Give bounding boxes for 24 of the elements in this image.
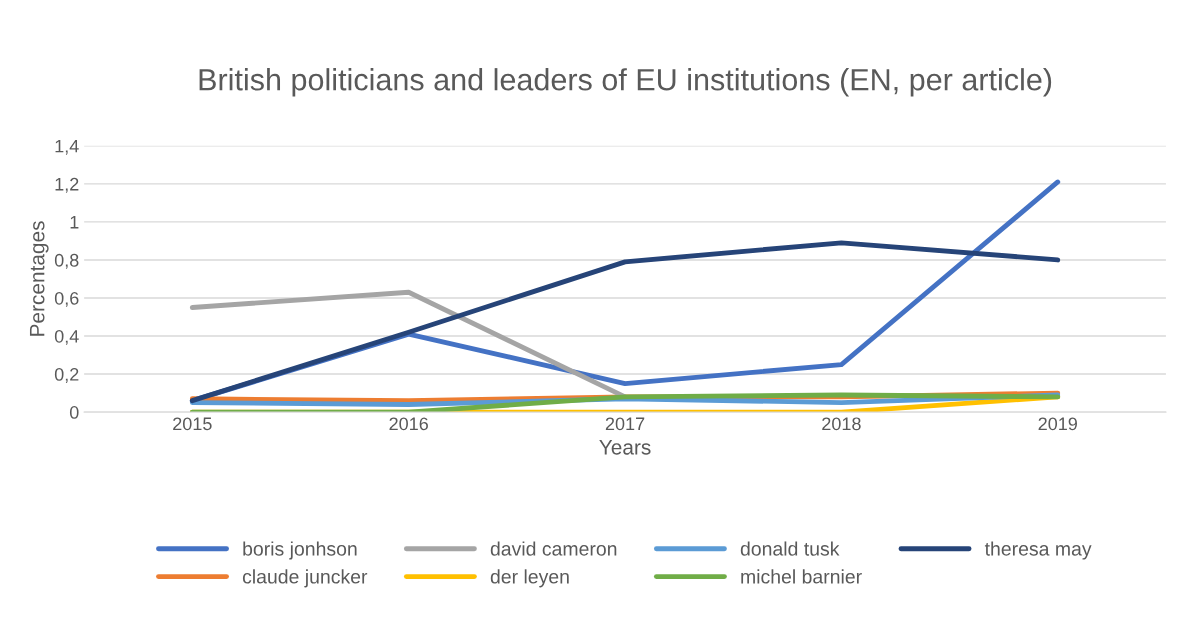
x-tick-label: 2015 xyxy=(173,417,212,431)
y-tick-label: 0,2 xyxy=(54,367,79,383)
x-tick-label: 2016 xyxy=(389,417,428,431)
legend-label: claude juncker xyxy=(242,569,368,588)
y-axis-title: Percentages xyxy=(29,221,49,336)
legend-label: donald tusk xyxy=(740,541,840,556)
x-tick-label: 2019 xyxy=(1038,417,1077,431)
legend-label: michel barnier xyxy=(741,569,862,584)
y-tick-label: 0,8 xyxy=(54,253,79,269)
legend-label: david cameron xyxy=(490,541,617,556)
line-series xyxy=(189,240,1061,404)
x-tick-label: 2017 xyxy=(605,417,645,431)
chart-title: British politicians and leaders of EU institutions (EN, per article) xyxy=(199,68,1052,97)
x-tick-label: 2018 xyxy=(822,417,861,431)
y-tick-label: 1 xyxy=(70,216,79,229)
y-tick-label: 0,6 xyxy=(54,291,79,307)
x-axis-title: Years xyxy=(599,440,651,455)
y-tick-label: 0,4 xyxy=(54,329,79,345)
legend-label: boris jonhson xyxy=(243,541,357,560)
legend-label: der leyen xyxy=(490,569,569,588)
legend-label: theresa may xyxy=(984,541,1092,560)
y-tick-label: 0 xyxy=(69,406,79,419)
y-tick-label: 1,4 xyxy=(55,139,79,155)
y-tick-label: 1,2 xyxy=(55,177,79,193)
